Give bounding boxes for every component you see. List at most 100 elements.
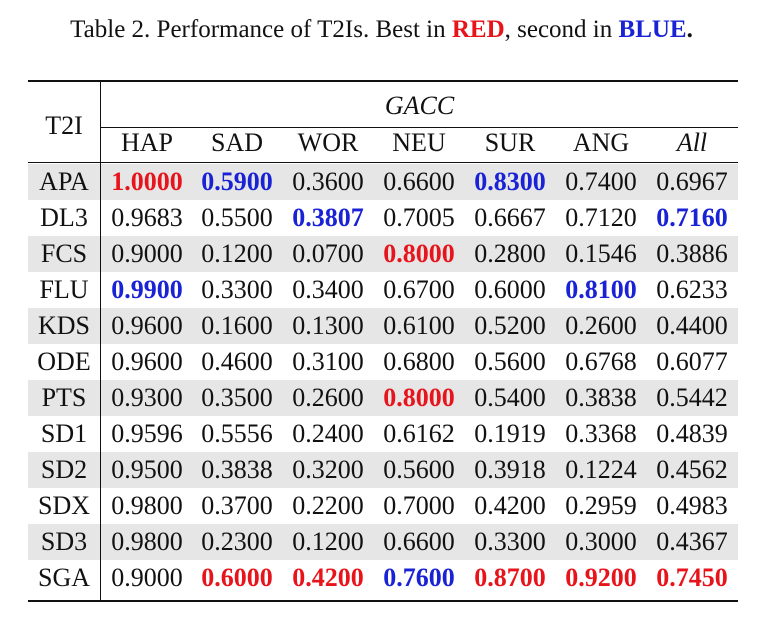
table-row-sga: SGA 0.9000 0.6000 0.4200 0.7600 0.8700 0.9200 0… (28, 560, 738, 596)
caption-suffix: . (686, 16, 693, 43)
cell-neu: 0.7600 (383, 563, 455, 592)
row-label: SDX (37, 491, 90, 520)
row-label: SD3 (40, 527, 88, 556)
column-header-sur: SUR (484, 128, 536, 157)
cell-wor: 0.1300 (292, 311, 364, 340)
cell-all: 0.4983 (656, 491, 728, 520)
cell-wor: 0.3400 (292, 275, 364, 304)
cell-hap: 0.9596 (111, 419, 183, 448)
table-row-sd3: SD3 0.9800 0.2300 0.1200 0.6600 0.3300 0.3000 0… (28, 524, 738, 560)
cell-sad: 0.5900 (201, 167, 273, 196)
cell-all: 0.3886 (656, 239, 728, 268)
row-label: SD1 (40, 419, 88, 448)
table-row-kds: KDS 0.9600 0.1600 0.1300 0.6100 0.5200 0.2600 0… (28, 308, 738, 344)
row-label: FLU (39, 275, 89, 304)
cell-ang: 0.1546 (565, 239, 637, 268)
cell-sur: 0.4200 (474, 491, 546, 520)
caption-middle: , second in (504, 16, 619, 43)
cell-sur: 0.5400 (474, 383, 546, 412)
cell-ang: 0.3000 (565, 527, 637, 556)
cell-all: 0.6077 (656, 347, 728, 376)
cell-hap: 0.9600 (111, 311, 183, 340)
cell-sur: 0.5200 (474, 311, 546, 340)
cell-hap: 0.9600 (111, 347, 183, 376)
cell-ang: 0.6768 (565, 347, 637, 376)
stub-divider (100, 82, 101, 600)
cell-neu: 0.7005 (383, 203, 455, 232)
cell-all: 0.5442 (656, 383, 728, 412)
cell-neu: 0.8000 (383, 383, 455, 412)
cell-wor: 0.2400 (292, 419, 364, 448)
column-header-neu: NEU (392, 128, 446, 157)
cell-sad: 0.1200 (201, 239, 273, 268)
cell-hap: 1.0000 (111, 167, 183, 196)
cell-sur: 0.6000 (474, 275, 546, 304)
cell-hap: 0.9300 (111, 383, 183, 412)
cell-wor: 0.3200 (292, 455, 364, 484)
cell-hap: 0.9000 (111, 563, 183, 592)
cell-sad: 0.1600 (201, 311, 273, 340)
table-row-sd2: SD2 0.9500 0.3838 0.3200 0.5600 0.3918 0.1224 0… (28, 452, 738, 488)
cell-all: 0.4839 (656, 419, 728, 448)
row-label: FCS (40, 239, 88, 268)
cell-wor: 0.2600 (292, 383, 364, 412)
cell-hap: 0.9683 (111, 203, 183, 232)
cell-all: 0.6233 (656, 275, 728, 304)
cell-wor: 0.3600 (292, 167, 364, 196)
cell-neu: 0.6600 (383, 527, 455, 556)
caption-second-word: BLUE (618, 16, 687, 43)
header-rule (28, 162, 738, 163)
cell-sur: 0.8300 (474, 167, 546, 196)
table-row-flu: FLU 0.9900 0.3300 0.3400 0.6700 0.6000 0.8100 0… (28, 272, 738, 308)
cell-neu: 0.6100 (383, 311, 455, 340)
column-header-wor: WOR (297, 128, 359, 157)
cell-sad: 0.2300 (201, 527, 273, 556)
cell-all: 0.4562 (656, 455, 728, 484)
cell-hap: 0.9800 (111, 491, 183, 520)
cell-sad: 0.3500 (201, 383, 273, 412)
row-label: SD2 (40, 455, 88, 484)
top-rule (28, 80, 738, 82)
cell-ang: 0.7400 (565, 167, 637, 196)
group-header: GACC (384, 91, 455, 120)
cell-all: 0.6967 (656, 167, 728, 196)
row-label: KDS (37, 311, 90, 340)
cell-neu: 0.7000 (383, 491, 455, 520)
cell-hap: 0.9800 (111, 527, 183, 556)
caption-best-word: RED (451, 16, 505, 43)
cell-sur: 0.5600 (474, 347, 546, 376)
cell-all: 0.4400 (656, 311, 728, 340)
cell-neu: 0.5600 (383, 455, 455, 484)
cell-sur: 0.3300 (474, 527, 546, 556)
row-label: SGA (37, 563, 90, 592)
cell-wor: 0.3100 (292, 347, 364, 376)
cell-neu: 0.6600 (383, 167, 455, 196)
cell-sad: 0.3838 (201, 455, 273, 484)
group-underline (101, 127, 738, 128)
table-row-sdx: SDX 0.9800 0.3700 0.2200 0.7000 0.4200 0.2959 0… (28, 488, 738, 524)
cell-sur: 0.3918 (474, 455, 546, 484)
cell-ang: 0.8100 (565, 275, 637, 304)
column-headers: HAP SAD WOR NEU SUR ANG All (101, 124, 738, 162)
table-row-apa: APA 1.0000 0.5900 0.3600 0.6600 0.8300 0.7400 0… (28, 164, 738, 200)
caption-prefix: Table 2. Performance of T2Is. Best in (70, 16, 452, 43)
cell-sad: 0.5500 (201, 203, 273, 232)
cell-sur: 0.8700 (474, 563, 546, 592)
column-header-ang: ANG (572, 128, 630, 157)
table-row-sd1: SD1 0.9596 0.5556 0.2400 0.6162 0.1919 0.3368 0… (28, 416, 738, 452)
column-header-all: All (676, 128, 708, 157)
column-header-hap: HAP (120, 128, 173, 157)
cell-ang: 0.7120 (565, 203, 637, 232)
cell-wor: 0.4200 (292, 563, 364, 592)
cell-wor: 0.3807 (292, 203, 364, 232)
cell-wor: 0.0700 (292, 239, 364, 268)
cell-sad: 0.3300 (201, 275, 273, 304)
cell-sur: 0.2800 (474, 239, 546, 268)
table-row-pts: PTS 0.9300 0.3500 0.2600 0.8000 0.5400 0.3838 0… (28, 380, 738, 416)
cell-hap: 0.9000 (111, 239, 183, 268)
cell-ang: 0.9200 (565, 563, 637, 592)
cell-all: 0.7450 (656, 563, 728, 592)
row-label: PTS (41, 383, 87, 412)
table-row-fcs: FCS 0.9000 0.1200 0.0700 0.8000 0.2800 0.1546 0… (28, 236, 738, 272)
cell-ang: 0.3838 (565, 383, 637, 412)
